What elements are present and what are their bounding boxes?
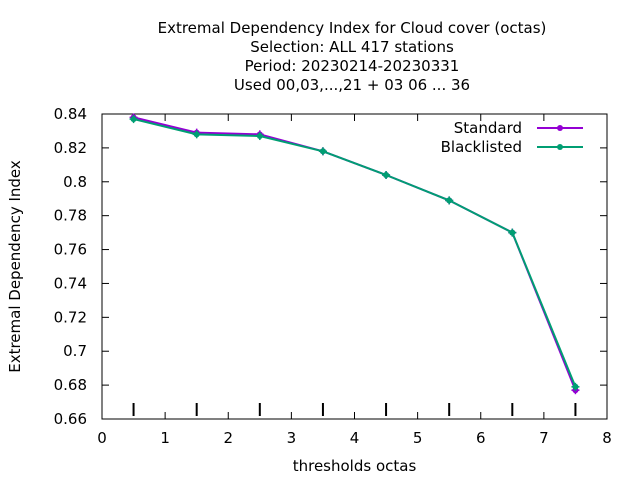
y-tick-label: 0.78	[54, 207, 87, 225]
series-blacklisted	[129, 115, 580, 391]
chart-title: Extremal Dependency Index for Cloud cove…	[158, 19, 547, 94]
y-tick-label: 0.66	[54, 410, 87, 428]
x-axis-label: thresholds octas	[293, 457, 417, 475]
plot-frame	[101, 113, 608, 420]
legend-label-blacklisted: Blacklisted	[441, 138, 522, 156]
axis-ticks: 0 1 2 3 4 5 6 7 8 0.66 0.68 0.7 0.72 0.74 0.76 0.78 0.8 0…	[54, 105, 612, 447]
series-line	[133, 116, 577, 391]
x-tick-label: 2	[223, 429, 233, 447]
y-tick-label: 0.84	[54, 105, 87, 123]
legend-swatch-point	[557, 144, 563, 150]
y-tick-label: 0.68	[54, 376, 87, 394]
x-tick-label: 7	[539, 429, 549, 447]
y-tick-label: 0.72	[54, 308, 87, 326]
x-tick-label: 1	[160, 429, 170, 447]
title-line-4: Used 00,03,...,21 + 03 06 ... 36	[234, 76, 470, 94]
y-tick-label: 0.74	[54, 274, 87, 292]
y-tick-label: 0.76	[54, 241, 87, 259]
title-line-1: Extremal Dependency Index for Cloud cove…	[158, 19, 547, 37]
legend-label-standard: Standard	[454, 119, 522, 137]
x-tick-label: 8	[602, 429, 612, 447]
legend-swatch-point	[557, 125, 563, 131]
title-line-3: Period: 20230214-20230331	[245, 57, 460, 75]
x-tick-label: 0	[97, 429, 107, 447]
series-line	[133, 118, 577, 388]
title-line-2: Selection: ALL 417 stations	[250, 38, 454, 56]
x-tick-label: 6	[476, 429, 486, 447]
y-tick-label: 0.8	[63, 173, 87, 191]
y-tick-label: 0.82	[54, 139, 87, 157]
x-tick-label: 3	[287, 429, 297, 447]
y-tick-label: 0.7	[63, 342, 87, 360]
threshold-marks	[132, 403, 577, 416]
x-tick-label: 4	[350, 429, 360, 447]
x-tick-label: 5	[413, 429, 423, 447]
y-axis-label: Extremal Dependency Index	[6, 160, 24, 373]
series-lines	[129, 113, 580, 395]
